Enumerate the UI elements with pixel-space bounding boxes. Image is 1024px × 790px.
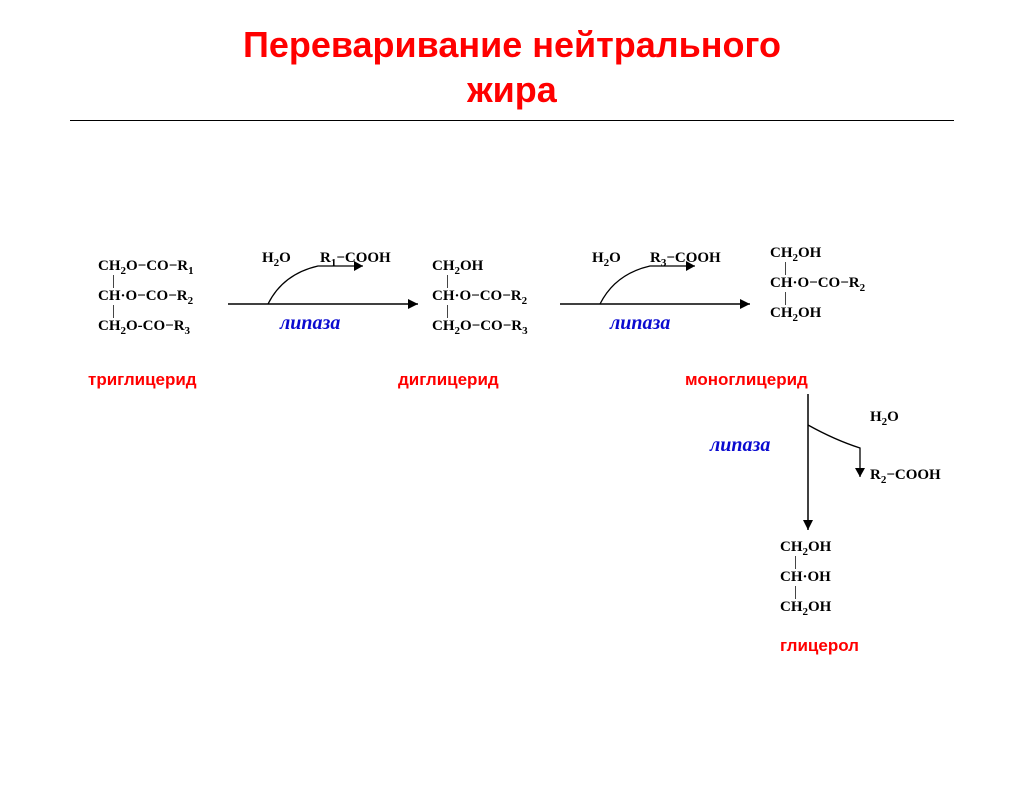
slide-title: Переваривание нейтрального жира: [0, 22, 1024, 112]
water-3: H2O: [870, 409, 899, 426]
label-diglyceride: диглицерид: [398, 370, 499, 390]
molecule-monoglyceride: CH2OH | CH·O−CO−R2 | CH2OH: [770, 244, 865, 322]
water-1: H2O: [262, 250, 291, 267]
reaction-arrow-3: [760, 390, 940, 540]
lipase-1: липаза: [280, 312, 340, 335]
water-2: H2O: [592, 250, 621, 267]
label-monoglyceride: моноглицерид: [685, 370, 808, 390]
gly-bond2: |: [794, 586, 831, 598]
gly-l2: CH·OH: [780, 568, 831, 586]
lipase-3: липаза: [710, 434, 770, 457]
r2cooh: R2−COOH: [870, 467, 941, 484]
label-triglyceride: триглицерид: [88, 370, 197, 390]
title-line1: Переваривание нейтрального: [243, 24, 781, 65]
gly-l1: CH2OH: [780, 538, 831, 556]
molecule-glycerol: CH2OH | CH·OH | CH2OH: [780, 538, 831, 616]
mono-l3: CH2OH: [770, 304, 865, 322]
di-bond2: |: [446, 305, 528, 317]
mono-bond2: |: [784, 292, 865, 304]
r1cooh: R1−COOH: [320, 250, 391, 267]
molecule-triglyceride: CH2O−CO−R1 | CH·O−CO−R2 | CH2O-CO−R3: [98, 257, 194, 335]
title-line2: жира: [467, 69, 557, 110]
r3cooh: R3−COOH: [650, 250, 721, 267]
gly-l3: CH2OH: [780, 598, 831, 616]
molecule-diglyceride: CH2OH | CH·O−CO−R2 | CH2O−CO−R3: [432, 257, 528, 335]
tri-l3: CH2O-CO−R3: [98, 317, 194, 335]
title-underline: [70, 120, 954, 121]
gly-bond1: |: [794, 556, 831, 568]
di-l3: CH2O−CO−R3: [432, 317, 528, 335]
lipase-2: липаза: [610, 312, 670, 335]
tri-bond2: |: [112, 305, 194, 317]
label-glycerol: глицерол: [780, 636, 859, 656]
